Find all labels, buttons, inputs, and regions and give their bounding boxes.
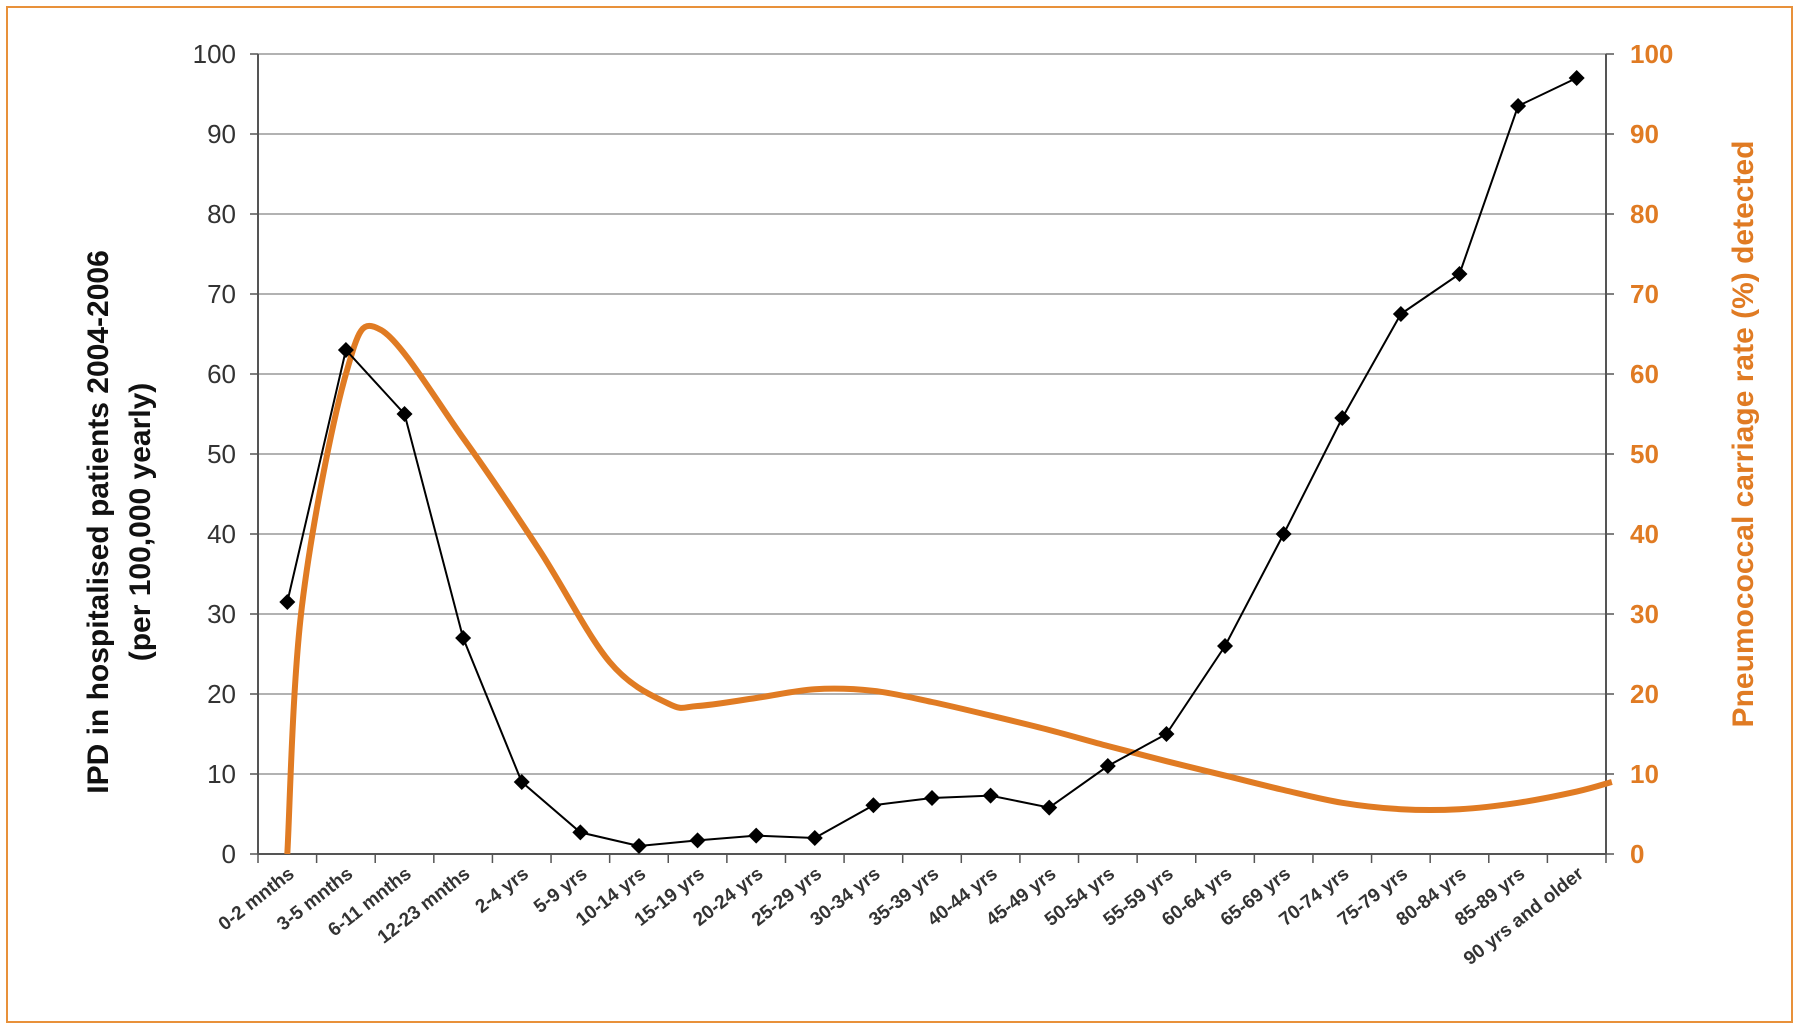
y2-tick-label: 40 <box>1630 519 1659 549</box>
ipd-marker <box>865 797 882 814</box>
y-axis-title-line2: (per 100,000 yearly) <box>124 383 157 662</box>
ipd-marker <box>1041 799 1058 816</box>
y-tick-label: 50 <box>207 439 236 469</box>
y-tick-label: 70 <box>207 279 236 309</box>
ipd-marker <box>396 406 413 422</box>
ipd-marker <box>924 790 940 806</box>
y-tick-label: 80 <box>207 199 236 229</box>
ipd-marker <box>1451 266 1468 282</box>
x-tick-label: 2-4 yrs <box>472 863 533 917</box>
carriage-rate-series <box>284 322 1613 855</box>
chart-frame <box>6 6 1793 1023</box>
y2-tick-label: 60 <box>1630 359 1659 389</box>
y2-tick-label: 10 <box>1630 759 1659 789</box>
carriage-rate-line <box>284 322 1613 855</box>
ipd-marker <box>689 832 706 849</box>
ipd-marker <box>1217 638 1234 654</box>
ipd-marker <box>337 342 354 358</box>
ipd-marker <box>1334 410 1351 426</box>
y2-tick-label: 90 <box>1630 119 1659 149</box>
axes <box>250 53 1614 863</box>
ipd-marker <box>1275 526 1292 542</box>
y2-tick-label: 30 <box>1630 599 1659 629</box>
y-tick-label: 60 <box>207 359 236 389</box>
ipd-marker <box>1510 98 1527 114</box>
ipd-marker <box>1099 758 1116 774</box>
y-tick-label: 30 <box>207 599 236 629</box>
right-tick-labels: 0 10 20 30 40 50 60 70 80 90 100 <box>1630 39 1673 869</box>
y-tick-label: 20 <box>207 679 236 709</box>
ipd-marker <box>513 774 530 790</box>
ipd-marker <box>1158 726 1175 742</box>
y-tick-label: 100 <box>193 39 236 69</box>
y2-tick-label: 20 <box>1630 679 1659 709</box>
y2-tick-label: 70 <box>1630 279 1659 309</box>
ipd-marker <box>455 630 472 646</box>
ipd-marker <box>806 830 823 846</box>
ipd-marker <box>279 594 296 610</box>
y-axis-title-line1: IPD in hospitalised patients 2004-2006 <box>82 250 115 794</box>
y-tick-label: 10 <box>207 759 236 789</box>
y-tick-label: 40 <box>207 519 236 549</box>
y-tick-label: 90 <box>207 119 236 149</box>
y2-tick-label: 50 <box>1630 439 1659 469</box>
grid-lines <box>258 53 1606 775</box>
ipd-marker <box>748 827 765 844</box>
ipd-marker <box>572 824 589 841</box>
y2-tick-label: 80 <box>1630 199 1659 229</box>
left-tick-labels: 0 10 20 30 40 50 60 70 80 90 100 <box>193 39 236 869</box>
y2-tick-label: 100 <box>1630 39 1673 69</box>
ipd-marker <box>1392 306 1409 322</box>
ipd-marker <box>982 787 999 804</box>
ipd-series <box>279 70 1585 854</box>
ipd-marker <box>1568 70 1585 86</box>
y2-axis-title: Pneumococcal carriage rate (%) detected <box>1727 141 1760 728</box>
y2-tick-label: 0 <box>1630 839 1644 869</box>
ipd-marker <box>630 838 647 854</box>
y-tick-label: 0 <box>222 839 236 869</box>
